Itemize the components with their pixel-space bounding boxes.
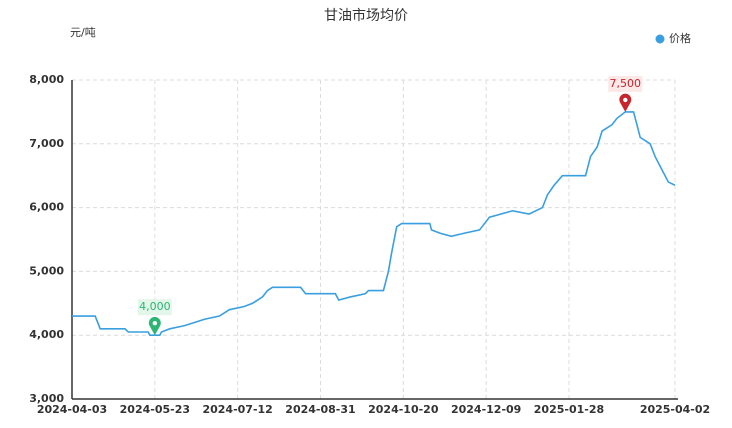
y-axis-label: 元/吨: [70, 26, 96, 39]
data-label: 7,500: [610, 77, 642, 90]
x-tick-label: 2024-12-09: [451, 403, 521, 416]
label-box: [608, 75, 643, 92]
x-tick-label: 2024-07-12: [202, 403, 272, 416]
legend-swatch: [655, 34, 665, 44]
y-tick-label: 8,000: [29, 73, 64, 86]
legend-label: 价格: [669, 31, 691, 45]
pin-dot: [152, 321, 158, 326]
y-tick-label: 5,000: [29, 264, 64, 277]
label-box: [137, 299, 172, 316]
x-tick-label: 2024-04-03: [37, 403, 107, 416]
y-tick-label: 7,000: [29, 137, 64, 150]
pin-marker: [619, 93, 632, 112]
data-label: 4,000: [139, 300, 171, 313]
x-tick-label: 2024-05-23: [120, 403, 190, 416]
pin-marker: [148, 316, 161, 336]
pin-dot: [623, 97, 628, 103]
x-tick-label: 2024-10-20: [368, 403, 439, 416]
price-line: [72, 111, 676, 336]
y-tick-label: 6,000: [29, 201, 64, 214]
chart-title: 甘油市场均价: [324, 7, 408, 24]
x-tick-label: 2025-01-28: [534, 403, 604, 416]
y-tick-label: 3,000: [29, 392, 64, 405]
y-tick-label: 4,000: [29, 328, 64, 341]
x-tick-label: 2024-08-31: [285, 403, 355, 416]
x-tick-label: 2025-04-02: [640, 403, 710, 416]
